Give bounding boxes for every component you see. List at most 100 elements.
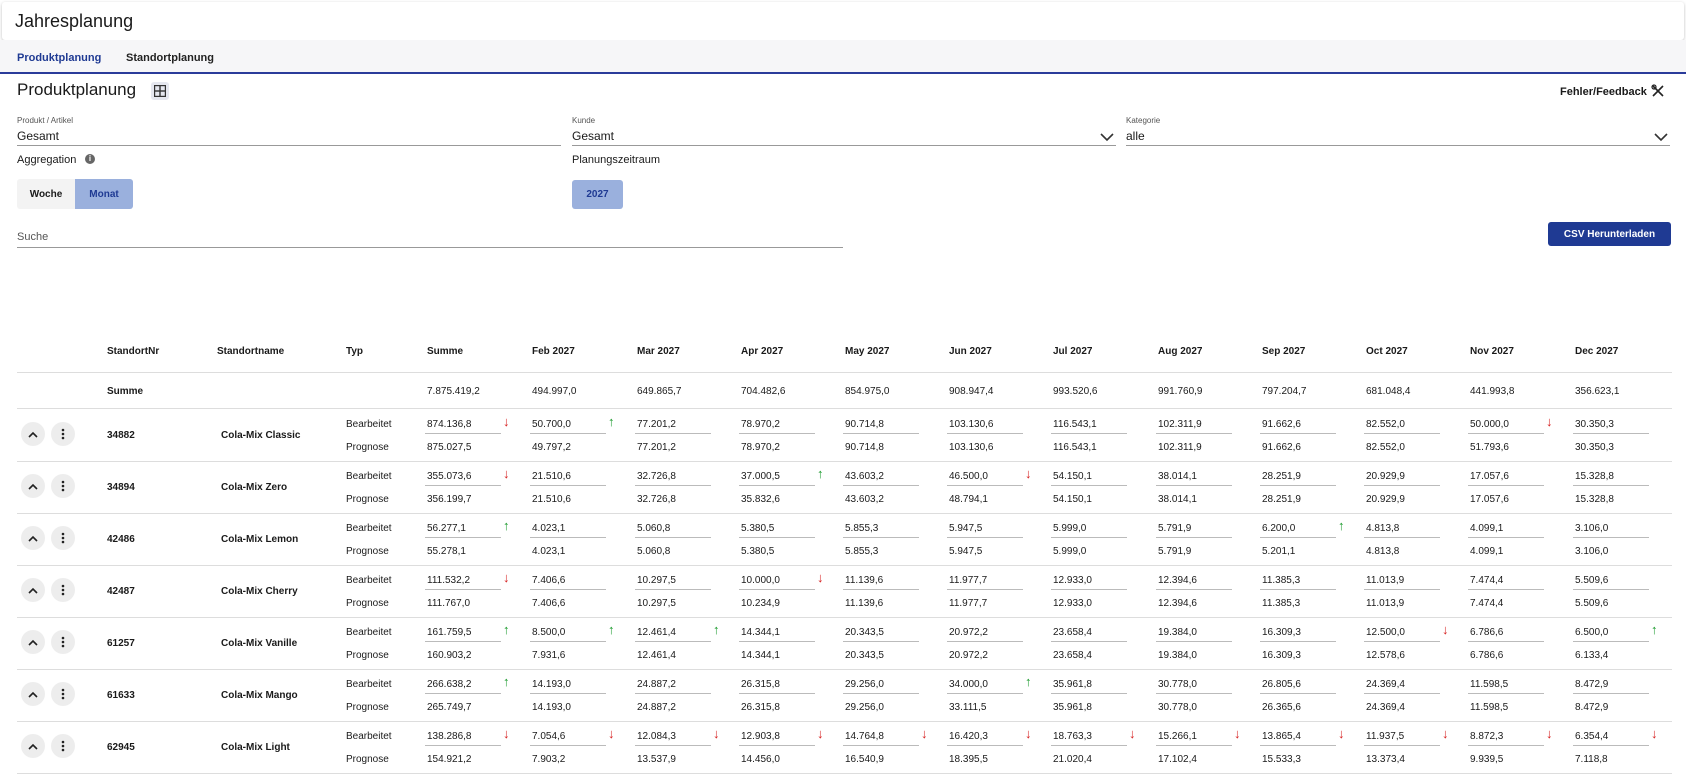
edited-value-input[interactable]: 34.000,0 <box>949 679 988 690</box>
edited-value-input[interactable]: 13.865,4 <box>1262 731 1301 742</box>
edited-value-input[interactable]: 5.947,5 <box>949 523 983 534</box>
edited-value-input[interactable]: 18.763,3 <box>1053 731 1092 742</box>
year-2027-button[interactable]: 2027 <box>572 180 623 209</box>
edited-value-input[interactable]: 46.500,0 <box>949 471 988 482</box>
edited-value-input[interactable]: 15.266,1 <box>1158 731 1197 742</box>
edited-value-input[interactable]: 11.977,7 <box>949 575 988 586</box>
feedback-link[interactable]: Fehler/Feedback <box>1560 86 1647 98</box>
aggregation-woche-button[interactable]: Woche <box>17 179 75 209</box>
row-menu-button[interactable] <box>51 578 75 602</box>
edited-value-input[interactable]: 4.813,8 <box>1366 523 1400 534</box>
edited-value-input[interactable]: 20.972,2 <box>949 627 988 638</box>
edited-value-input[interactable]: 116.543,1 <box>1053 419 1097 430</box>
kunde-chevron-down-icon[interactable] <box>1100 132 1114 142</box>
expand-row-button[interactable] <box>21 682 45 706</box>
edited-value-input[interactable]: 32.726,8 <box>637 471 676 482</box>
edited-value-input[interactable]: 17.057,6 <box>1470 471 1509 482</box>
column-header[interactable]: Jul 2027 <box>1053 346 1093 357</box>
column-header[interactable]: May 2027 <box>845 346 890 357</box>
edited-value-input[interactable]: 37.000,5 <box>741 471 780 482</box>
expand-row-button[interactable] <box>21 630 45 654</box>
edited-value-input[interactable]: 4.023,1 <box>532 523 566 534</box>
edited-value-input[interactable]: 14.193,0 <box>532 679 571 690</box>
grid-view-icon[interactable] <box>151 82 169 100</box>
search-input[interactable]: Suche <box>17 231 49 243</box>
edited-value-input[interactable]: 11.013,9 <box>1366 575 1405 586</box>
edited-value-input[interactable]: 15.328,8 <box>1575 471 1614 482</box>
kunde-value[interactable]: Gesamt <box>572 129 615 143</box>
edited-value-input[interactable]: 38.014,1 <box>1158 471 1197 482</box>
edited-value-input[interactable]: 8.472,9 <box>1575 679 1609 690</box>
edited-value-input[interactable]: 6.354,4 <box>1575 731 1609 742</box>
column-header[interactable]: Nov 2027 <box>1470 346 1514 357</box>
edited-value-input[interactable]: 28.251,9 <box>1262 471 1301 482</box>
edited-value-input[interactable]: 16.309,3 <box>1262 627 1301 638</box>
kategorie-chevron-down-icon[interactable] <box>1654 132 1668 142</box>
edited-value-input[interactable]: 16.420,3 <box>949 731 988 742</box>
edited-value-input[interactable]: 5.060,8 <box>637 523 671 534</box>
edited-value-input[interactable]: 77.201,2 <box>637 419 676 430</box>
expand-row-button[interactable] <box>21 734 45 758</box>
edited-value-input[interactable]: 102.311,9 <box>1158 419 1202 430</box>
edited-value-input[interactable]: 5.855,3 <box>845 523 879 534</box>
row-menu-button[interactable] <box>51 474 75 498</box>
tab-standortplanung[interactable]: Standortplanung <box>126 52 214 64</box>
edited-value-input[interactable]: 35.961,8 <box>1053 679 1092 690</box>
edited-value-input[interactable]: 19.384,0 <box>1158 627 1197 638</box>
edited-value-input[interactable]: 10.297,5 <box>637 575 676 586</box>
csv-download-button[interactable]: CSV Herunterladen <box>1548 222 1671 246</box>
edited-value-input[interactable]: 14.344,1 <box>741 627 780 638</box>
edited-value-input[interactable]: 103.130,6 <box>949 419 994 430</box>
edited-value-input[interactable]: 5.791,9 <box>1158 523 1192 534</box>
expand-row-button[interactable] <box>21 474 45 498</box>
edited-value-input[interactable]: 26.315,8 <box>741 679 780 690</box>
edited-value-input[interactable]: 5.380,5 <box>741 523 775 534</box>
column-header[interactable]: StandortNr <box>107 346 160 357</box>
edited-value-input[interactable]: 3.106,0 <box>1575 523 1609 534</box>
edited-value-input[interactable]: 7.054,6 <box>532 731 566 742</box>
produkt-value[interactable]: Gesamt <box>17 129 60 143</box>
edited-value-input[interactable]: 43.603,2 <box>845 471 884 482</box>
edited-value-input[interactable]: 20.929,9 <box>1366 471 1405 482</box>
kategorie-value[interactable]: alle <box>1126 129 1145 143</box>
column-header[interactable]: Summe <box>427 346 464 357</box>
edited-value-input[interactable]: 874.136,8 <box>427 419 472 430</box>
edited-value-input[interactable]: 12.903,8 <box>741 731 780 742</box>
aggregation-monat-button[interactable]: Monat <box>75 179 133 209</box>
edited-value-input[interactable]: 24.369,4 <box>1366 679 1405 690</box>
row-menu-button[interactable] <box>51 734 75 758</box>
expand-row-button[interactable] <box>21 526 45 550</box>
edited-value-input[interactable]: 26.805,6 <box>1262 679 1301 690</box>
tools-icon[interactable] <box>1651 84 1665 103</box>
edited-value-input[interactable]: 12.500,0 <box>1366 627 1405 638</box>
edited-value-input[interactable]: 12.933,0 <box>1053 575 1092 586</box>
info-icon[interactable]: i <box>85 154 95 164</box>
column-header[interactable]: Standortname <box>217 346 285 357</box>
row-menu-button[interactable] <box>51 526 75 550</box>
edited-value-input[interactable]: 111.532,2 <box>427 575 471 586</box>
expand-row-button[interactable] <box>21 578 45 602</box>
column-header[interactable]: Jun 2027 <box>949 346 992 357</box>
column-header[interactable]: Mar 2027 <box>637 346 680 357</box>
edited-value-input[interactable]: 7.474,4 <box>1470 575 1504 586</box>
column-header[interactable]: Typ <box>346 346 364 357</box>
edited-value-input[interactable]: 6.500,0 <box>1575 627 1609 638</box>
column-header[interactable]: Sep 2027 <box>1262 346 1306 357</box>
edited-value-input[interactable]: 91.662,6 <box>1262 419 1301 430</box>
edited-value-input[interactable]: 11.937,5 <box>1366 731 1405 742</box>
edited-value-input[interactable]: 29.256,0 <box>845 679 884 690</box>
column-header[interactable]: Feb 2027 <box>532 346 575 357</box>
edited-value-input[interactable]: 90.714,8 <box>845 419 884 430</box>
edited-value-input[interactable]: 12.084,3 <box>637 731 676 742</box>
edited-value-input[interactable]: 54.150,1 <box>1053 471 1092 482</box>
row-menu-button[interactable] <box>51 422 75 446</box>
edited-value-input[interactable]: 4.099,1 <box>1470 523 1504 534</box>
tab-produktplanung[interactable]: Produktplanung <box>17 52 102 64</box>
column-header[interactable]: Apr 2027 <box>741 346 784 357</box>
edited-value-input[interactable]: 8.500,0 <box>532 627 566 638</box>
edited-value-input[interactable]: 14.764,8 <box>845 731 884 742</box>
edited-value-input[interactable]: 12.461,4 <box>637 627 676 638</box>
edited-value-input[interactable]: 5.999,0 <box>1053 523 1087 534</box>
row-menu-button[interactable] <box>51 682 75 706</box>
edited-value-input[interactable]: 6.200,0 <box>1262 523 1296 534</box>
